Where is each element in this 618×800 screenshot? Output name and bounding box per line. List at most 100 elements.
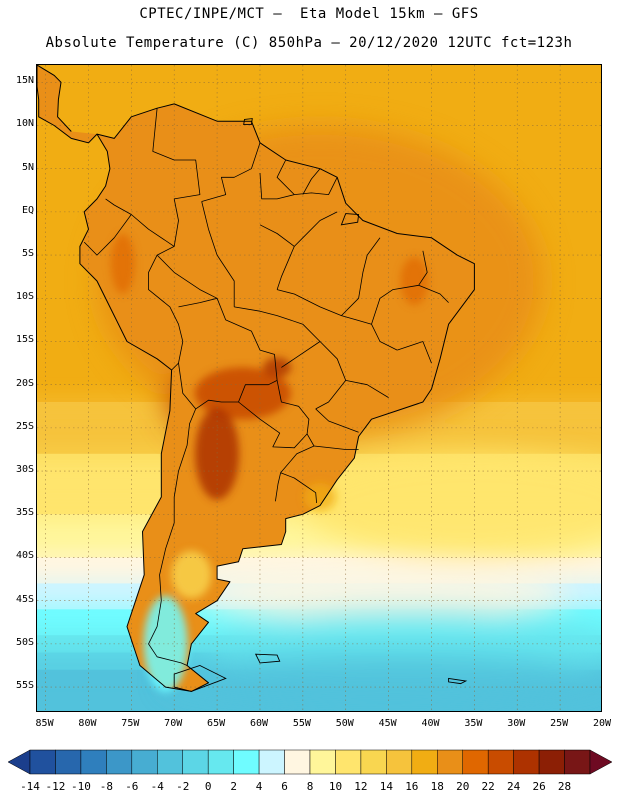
border-23 [276,246,295,290]
patagonia-cool [143,595,188,692]
colorbar-label: -14 [20,780,40,793]
colorbar-label: -8 [99,780,113,793]
lat-tick-15N: 15N [15,75,34,87]
colorbar-label: 20 [456,780,470,793]
colorbar-box-22 [564,749,591,775]
colorbar-label: 28 [557,780,572,793]
colorbar-box-4 [106,749,133,775]
border-20 [315,408,359,433]
lat-tick-35S: 35S [15,507,34,519]
continent-coastline [79,103,475,692]
colorbar-label: 2 [230,780,237,793]
colorbar-box-8 [207,749,234,775]
lon-tick-70W: 70W [164,718,183,729]
colorbar-box-17 [437,749,463,775]
island-0 [173,665,227,692]
border-22 [259,211,338,247]
lon-tick-80W: 80W [78,718,97,729]
lon-tick-35W: 35W [464,718,483,729]
temp-region-6 [165,652,601,705]
colorbar-label: 6 [281,780,288,793]
colorbar-box-10 [258,749,285,775]
colorbar-label: 14 [379,780,393,793]
colorbar-box-6 [157,749,183,775]
lat-tick-30S: 30S [15,464,34,476]
colorbar-label: 22 [481,780,495,793]
border-24 [201,201,235,307]
chart-title: CPTEC/INPE/MCT – Eta Model 15km – GFS [139,6,479,22]
border-9 [148,408,197,666]
colorbar-label: 24 [507,780,521,793]
lon-tick-25W: 25W [550,718,569,729]
border-14 [341,237,381,316]
colorbar [7,749,613,775]
border-21 [313,445,359,450]
temperature-map [37,65,601,711]
border-4 [259,172,338,200]
lat-tick-EQ: EQ [21,204,34,216]
border-1 [201,142,261,202]
border-16 [418,284,449,303]
colorbar-label: -10 [70,780,91,793]
lon-tick-30W: 30W [507,718,526,729]
lon-tick-60W: 60W [249,718,268,729]
colorbar-box-13 [335,749,362,775]
colorbar-label: 8 [306,780,314,793]
colorbar-box-12 [309,749,336,775]
colorbar-low-triangle [7,749,31,775]
island-2 [448,677,468,685]
border-7 [178,297,278,410]
colorbar-label: -2 [176,780,190,793]
colorbar-box-16 [411,749,438,775]
temp-region-3 [302,453,601,558]
colorbar-box-21 [538,749,565,775]
andes-warm [110,233,135,294]
colorbar-box-19 [487,749,514,775]
border-15 [371,250,428,325]
lat-tick-10N: 10N [15,118,34,130]
colorbar-label: 12 [354,780,368,793]
border-5 [83,214,132,256]
colorbar-box-18 [462,749,489,775]
border-3 [302,168,321,195]
border-6 [148,246,184,371]
northeast-warm [400,257,429,305]
colorbar-box-20 [513,749,540,775]
border-25 [156,254,218,299]
island-4 [243,118,253,126]
coastlines [37,65,475,692]
colorbar-box-1 [29,749,56,775]
lon-tick-65W: 65W [207,718,226,729]
lon-tick-50W: 50W [335,718,354,729]
lon-tick-85W: 85W [35,718,54,729]
island-1 [254,653,281,664]
lat-tick-25S: 25S [15,420,34,432]
lon-tick-55W: 55W [292,718,311,729]
colorbar-label: -12 [45,780,66,793]
colorbar-box-5 [131,749,158,775]
north-patagonia [171,550,212,599]
colorbar-box-15 [386,749,413,775]
pantanal-hot [263,357,292,378]
colorbar-high-triangle [589,749,613,775]
lat-tick-20S: 20S [15,377,34,389]
border-10 [275,433,315,502]
chart-subtitle: Absolute Temperature (C) 850hPa – 20/12/… [45,35,573,51]
lat-tick-55S: 55S [15,680,34,692]
lat-tick-10S: 10S [15,291,34,303]
border-8 [238,380,310,449]
colorbar-box-9 [233,749,260,775]
lon-tick-75W: 75W [121,718,140,729]
colorbar-box-3 [80,749,107,775]
lon-tick-20W: 20W [592,718,612,729]
land-hotspots [110,233,429,692]
colorbar-label: -6 [125,780,139,793]
border-19 [315,380,347,410]
colorbar-label: -4 [150,780,164,793]
colorbar-label: 26 [532,780,546,793]
central-america-coastline [37,65,98,144]
colorbar-label: 18 [430,780,444,793]
border-11 [280,472,317,504]
colorbar-box-11 [284,749,311,775]
colorbar-box-14 [360,749,387,775]
